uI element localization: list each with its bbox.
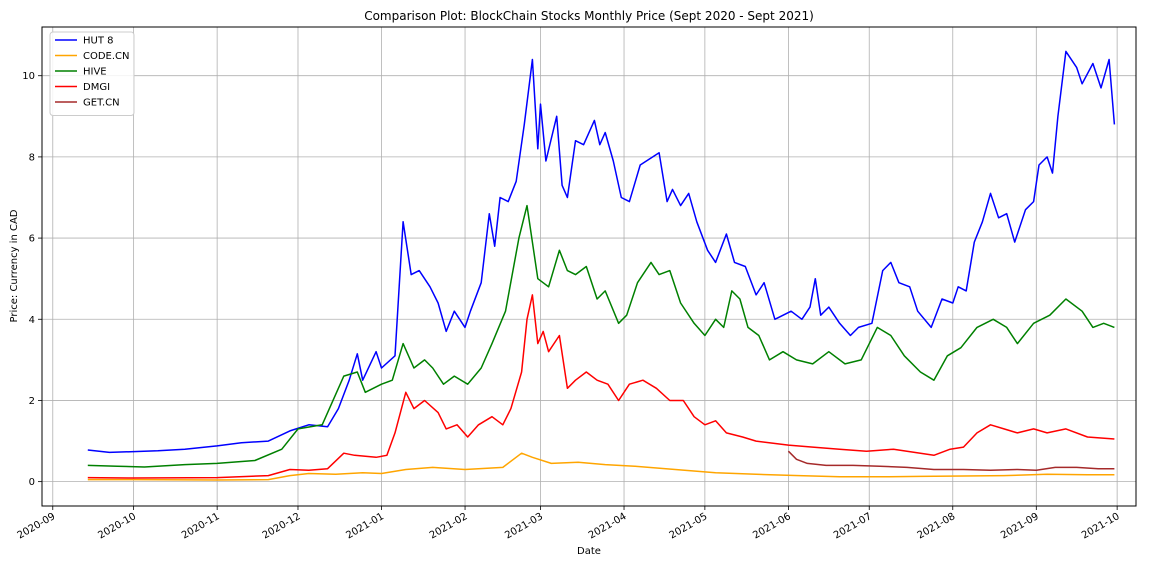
x-tick-label: 2021-06 bbox=[751, 511, 793, 541]
x-tick-label: 2020-10 bbox=[96, 511, 138, 541]
x-tick-label: 2021-02 bbox=[428, 511, 470, 541]
legend-label: HIVE bbox=[83, 67, 107, 78]
grid-lines bbox=[42, 27, 1136, 506]
x-tick-label: 2021-10 bbox=[1080, 511, 1122, 541]
x-tick-label: 2021-09 bbox=[999, 511, 1041, 541]
y-axis-ticks: 0 2 4 6 8 10 bbox=[22, 71, 42, 488]
legend-label: CODE.CN bbox=[83, 51, 130, 62]
x-tick-label: 2021-05 bbox=[668, 511, 710, 541]
y-tick-label: 10 bbox=[22, 71, 35, 82]
series-line-1 bbox=[87, 452, 1115, 481]
y-tick-label: 0 bbox=[29, 477, 35, 488]
series-line-2 bbox=[87, 204, 1115, 468]
x-axis-title: Date bbox=[577, 546, 601, 557]
y-tick-label: 4 bbox=[29, 315, 35, 326]
x-tick-label: 2021-07 bbox=[832, 511, 874, 541]
x-tick-label: 2021-08 bbox=[916, 511, 958, 541]
y-tick-label: 6 bbox=[29, 234, 35, 245]
x-tick-label: 2020-09 bbox=[16, 511, 58, 541]
series-line-3 bbox=[87, 294, 1115, 479]
y-tick-label: 8 bbox=[29, 152, 35, 163]
x-tick-label: 2020-12 bbox=[261, 511, 303, 541]
x-axis-ticks: 2020-09 2020-10 2020-11 2020-12 2021-01 2021-… bbox=[16, 506, 1122, 541]
legend-label: DMGI bbox=[83, 82, 110, 93]
x-tick-label: 2021-01 bbox=[344, 511, 386, 541]
series-line-0 bbox=[87, 50, 1116, 454]
legend: HUT 8 CODE.CN HIVE DMGI GET.CN bbox=[49, 31, 135, 116]
chart-title: Comparison Plot: BlockChain Stocks Month… bbox=[364, 9, 814, 23]
x-tick-label: 2021-04 bbox=[587, 511, 629, 541]
series-layer bbox=[87, 50, 1116, 481]
y-tick-label: 2 bbox=[29, 396, 35, 407]
x-tick-label: 2020-11 bbox=[180, 511, 222, 541]
legend-label: HUT 8 bbox=[83, 36, 114, 47]
legend-label: GET.CN bbox=[83, 98, 120, 109]
plot-frame bbox=[41, 26, 1137, 507]
legend-box bbox=[49, 31, 135, 116]
x-tick-label: 2021-03 bbox=[503, 511, 545, 541]
y-axis-title: Price: Currency in CAD bbox=[9, 209, 20, 322]
series-line-4 bbox=[787, 450, 1115, 472]
